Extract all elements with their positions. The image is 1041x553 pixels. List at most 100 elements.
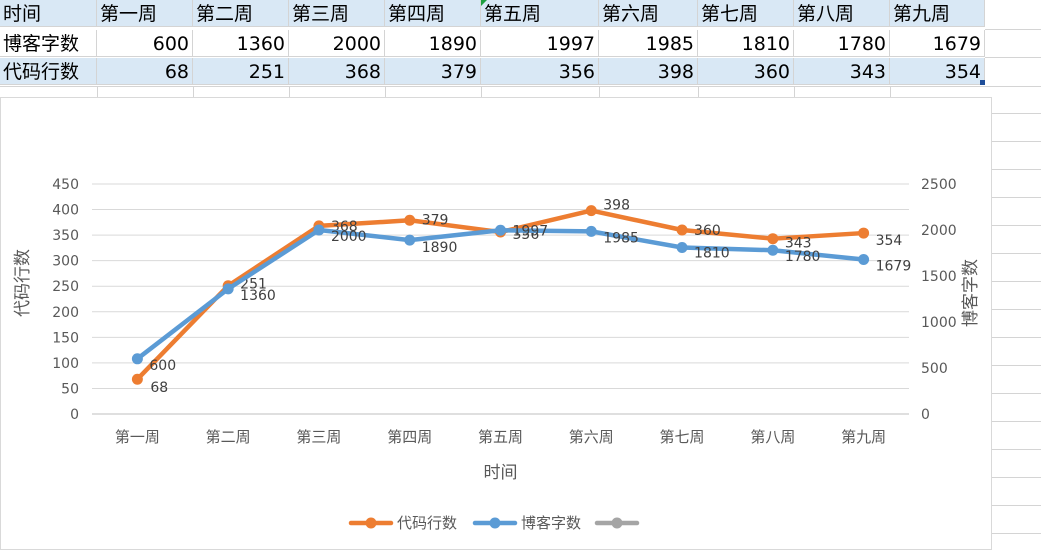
data-point [585, 225, 597, 237]
data-point [767, 244, 779, 256]
data-label: 68 [150, 380, 168, 396]
gridline [698, 86, 699, 97]
header-cell[interactable]: 第七周 [698, 0, 794, 27]
y-tick-label: 50 [61, 381, 79, 397]
data-point [676, 241, 688, 253]
x-tick-label: 第二周 [206, 428, 251, 446]
data-point [222, 283, 234, 295]
line-chart[interactable]: 450 400 350 300 250 200 150 100 50 0 2500 2000 1500 1… [0, 97, 992, 550]
gridline [992, 309, 1041, 310]
header-cell[interactable]: 第三周 [289, 0, 385, 27]
gridline [985, 57, 1041, 58]
x-tick-label: 第四周 [387, 428, 432, 446]
x-axis-title: 时间 [484, 463, 518, 483]
value-cell[interactable]: 1679 [890, 30, 985, 57]
value-cell[interactable]: 1997 [481, 30, 599, 57]
value-cell[interactable]: 251 [193, 58, 289, 85]
data-label: 1679 [876, 259, 912, 275]
data-label: 379 [422, 212, 449, 228]
y2-tick-label: 0 [921, 407, 930, 423]
value-cell[interactable]: 354 [890, 58, 985, 85]
data-label: 1810 [694, 245, 730, 261]
data-point [676, 224, 688, 236]
data-label: 343 [785, 236, 812, 252]
data-label: 2000 [331, 229, 367, 245]
value-cell[interactable]: 1810 [698, 30, 794, 57]
data-point [131, 353, 143, 365]
gridline [193, 86, 194, 97]
x-tick-label: 第一周 [115, 428, 160, 446]
gridline [992, 393, 1041, 394]
cell-comment-marker-icon [481, 0, 487, 6]
gridline [992, 505, 1041, 506]
header-cell[interactable]: 第八周 [794, 0, 890, 27]
header-cell[interactable]: 第九周 [890, 0, 985, 27]
value-cell[interactable]: 1985 [599, 30, 698, 57]
header-cell-label[interactable]: 时间 [0, 0, 97, 27]
data-point [858, 227, 870, 239]
data-point [404, 214, 416, 226]
gridline [0, 86, 1041, 87]
x-tick-label: 第八周 [750, 428, 795, 446]
x-tick-label: 第六周 [569, 428, 614, 446]
value-cell[interactable]: 600 [97, 30, 193, 57]
data-label: 1890 [422, 240, 458, 256]
value-cell[interactable]: 2000 [289, 30, 385, 57]
data-label: 1360 [240, 288, 276, 304]
data-label: 1997 [513, 223, 549, 239]
row-label-cell[interactable]: 代码行数 [0, 58, 97, 85]
data-point [495, 224, 506, 236]
value-cell[interactable]: 360 [698, 58, 794, 85]
value-cell[interactable]: 1360 [193, 30, 289, 57]
gridline [992, 281, 1041, 282]
value-cell[interactable]: 368 [289, 58, 385, 85]
gridline [992, 533, 1041, 534]
data-label: 1985 [603, 230, 639, 246]
data-point [767, 233, 779, 245]
value-cell[interactable]: 1780 [794, 30, 890, 57]
legend-marker [489, 517, 501, 529]
gridline [992, 253, 1041, 254]
y-tick-label: 200 [52, 305, 79, 321]
data-label: 1780 [785, 249, 821, 265]
row-label-cell[interactable]: 博客字数 [0, 30, 97, 57]
value-cell[interactable]: 68 [97, 58, 193, 85]
header-cell[interactable]: 第五周 [481, 0, 599, 27]
y2-tick-label: 2000 [921, 223, 957, 239]
gridline [794, 86, 795, 97]
header-cell[interactable]: 第二周 [193, 0, 289, 27]
gridline [992, 477, 1041, 478]
gridline [890, 86, 891, 97]
y-tick-label: 0 [70, 407, 79, 423]
y2-tick-label: 2500 [921, 177, 957, 193]
data-point [404, 234, 416, 246]
y2-tick-label: 1000 [921, 315, 957, 331]
gridline [599, 86, 600, 97]
y-tick-label: 400 [52, 203, 79, 219]
header-cell[interactable]: 第四周 [385, 0, 481, 27]
header-cell[interactable]: 第六周 [599, 0, 698, 27]
y2-tick-label: 1500 [921, 269, 957, 285]
header-cell[interactable]: 第一周 [97, 0, 193, 27]
x-tick-label: 第五周 [478, 428, 523, 446]
data-point [313, 224, 325, 236]
gridline [992, 169, 1041, 170]
data-point [585, 205, 597, 217]
y-axis-title: 代码行数 [13, 249, 33, 317]
data-point [131, 373, 143, 385]
value-cell[interactable]: 379 [385, 58, 481, 85]
code-lines-row: 代码行数 68 251 368 379 356 398 360 343 354 [0, 58, 985, 86]
value-cell[interactable]: 343 [794, 58, 890, 85]
gridline [992, 449, 1041, 450]
value-cell[interactable]: 1890 [385, 30, 481, 57]
gridline [985, 29, 1041, 30]
y-tick-label: 350 [52, 228, 79, 244]
gridline [992, 365, 1041, 366]
x-tick-label: 第九周 [841, 428, 886, 446]
value-cell[interactable]: 356 [481, 58, 599, 85]
header-row: 时间 第一周 第二周 第三周 第四周 第五周 第六周 第七周 第八周 第九周 [0, 0, 985, 28]
value-cell[interactable]: 398 [599, 58, 698, 85]
chart-canvas: 4504003503002502001501005002500200015001… [13, 177, 981, 532]
selection-fill-handle[interactable] [980, 80, 985, 85]
